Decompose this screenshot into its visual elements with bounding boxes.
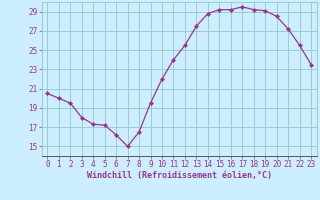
X-axis label: Windchill (Refroidissement éolien,°C): Windchill (Refroidissement éolien,°C) <box>87 171 272 180</box>
